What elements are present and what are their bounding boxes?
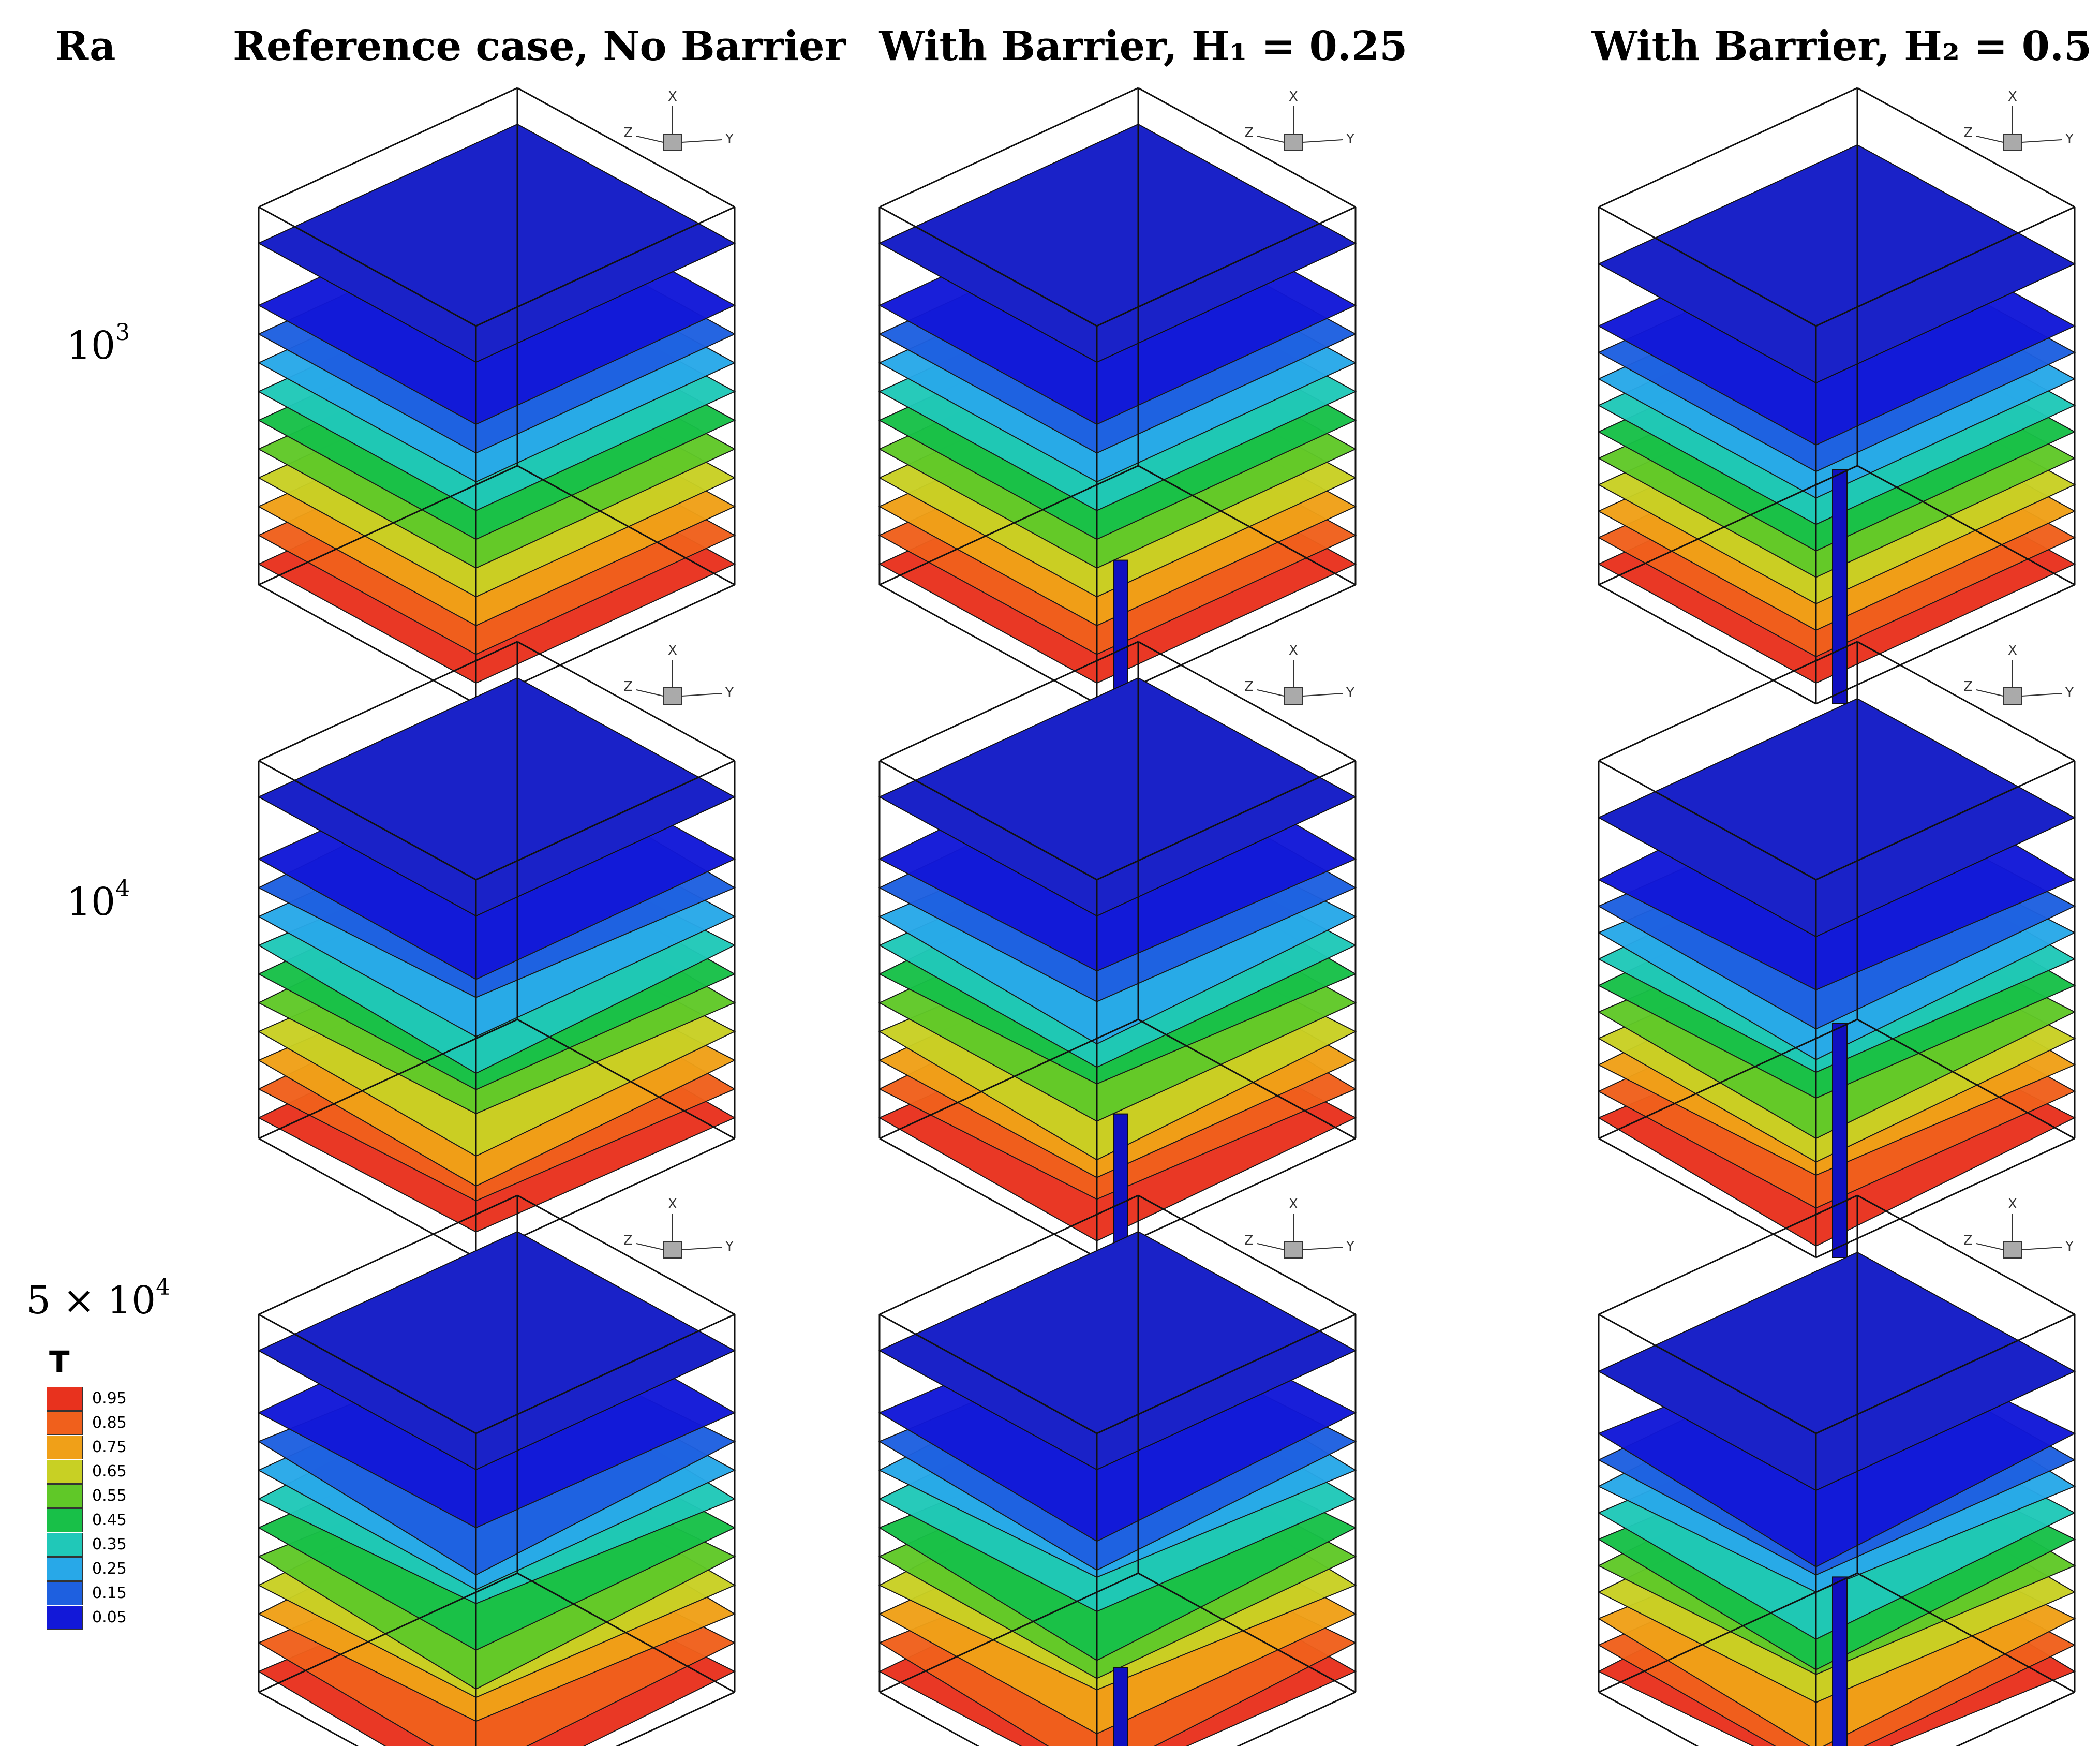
axis-label-y: Y [725,685,734,701]
barrier [1832,1023,1848,1259]
barrier [1113,1667,1128,1746]
legend-label: 0.45 [92,1511,127,1529]
axis-label-x: X [2008,1196,2017,1212]
axis-label-z: Z [1244,125,1254,141]
isosurface-panel-r3-c1: X Y Z [257,1194,766,1746]
legend-swatch [47,1581,83,1605]
legend-label: 0.55 [92,1487,127,1505]
barrier [1832,1576,1848,1746]
axis-triad: X Y Z [1244,1196,1354,1259]
barrier [1832,469,1848,705]
cube-frame [258,1194,736,1746]
axis-label-y: Y [2065,131,2074,147]
axis-label-x: X [668,89,677,105]
isosurface-panel-r2-c3: X Y Z [1597,641,2100,1259]
axis-label-y: Y [1346,1239,1354,1254]
legend-swatch [47,1460,83,1484]
legend-swatch [47,1533,83,1557]
header-no-barrier: Reference case, No Barrier [233,23,846,70]
axis-label-z: Z [1244,679,1254,694]
header-ra: Ra [55,23,116,70]
legend-label: 0.15 [92,1584,127,1602]
cube-frame [878,1194,1357,1746]
legend-swatch [47,1606,83,1630]
axis-triad: X Y Z [1963,1196,2074,1259]
axis-label-y: Y [1346,131,1354,147]
axis-label-y: Y [725,1239,734,1254]
axis-triad: X Y Z [1963,89,2074,151]
legend-label: 0.35 [92,1535,127,1553]
row-label-ra-1e3: 103 [66,319,130,368]
legend-label: 0.05 [92,1608,127,1626]
legend-label: 0.25 [92,1560,127,1578]
axis-label-z: Z [1244,1233,1254,1248]
axis-label-z: Z [623,1233,633,1248]
axis-label-z: Z [623,679,633,694]
isosurface-panel-r2-c1: X Y Z [257,641,766,1259]
axis-label-x: X [2008,643,2017,658]
isosurface-panel-r3-c3: X Y Z [1597,1194,2100,1746]
axis-label-z: Z [1963,125,1973,141]
legend-title: T [49,1344,70,1380]
legend-label: 0.75 [92,1438,127,1456]
axis-label-x: X [668,1196,677,1212]
row-label-ra-1e4: 104 [66,876,130,924]
axis-label-x: X [1289,89,1298,105]
axis-label-z: Z [1963,1233,1973,1248]
axis-triad: X Y Z [1244,89,1354,151]
axis-label-y: Y [1346,685,1354,701]
axis-triad: X Y Z [1963,643,2074,705]
axis-label-x: X [2008,89,2017,105]
legend-label: 0.65 [92,1462,127,1481]
isosurface-panel-r3-c2: X Y Z [878,1194,1387,1746]
axis-label-x: X [668,643,677,658]
legend-swatch [47,1411,83,1435]
row-label-ra-5e4: 5 × 104 [26,1274,171,1323]
legend-label: 0.95 [92,1389,127,1408]
legend-swatch [47,1436,83,1459]
isosurface-panel-r1-c2: X Y Z [878,87,1387,705]
barrier [1113,1113,1128,1258]
header-barrier-h1: With Barrier, H₁ = 0.25 [879,23,1408,70]
cube-frame [878,87,1357,705]
isosurface-panel-r2-c2: X Y Z [878,641,1387,1259]
axis-label-y: Y [2065,1239,2074,1254]
axis-label-y: Y [725,131,734,147]
axis-triad: X Y Z [623,1196,734,1259]
cube-frame [1598,1194,2076,1746]
axis-triad: X Y Z [1244,643,1354,705]
header-barrier-h2: With Barrier, H₂ = 0.5 [1591,23,2092,70]
axis-label-y: Y [2065,685,2074,701]
cube-frame [258,87,736,705]
legend-swatch [47,1557,83,1581]
axis-label-x: X [1289,1196,1298,1212]
isosurface-panel-r1-c1: X Y Z [257,87,766,705]
axis-triad: X Y Z [623,89,734,151]
cube-frame [1598,641,2076,1259]
axis-label-x: X [1289,643,1298,658]
axis-label-z: Z [623,125,633,141]
cube-frame [1598,87,2076,705]
axis-label-z: Z [1963,679,1973,694]
isosurface-panel-r1-c3: X Y Z [1597,87,2100,705]
axis-triad: X Y Z [623,643,734,705]
legend-swatch [47,1387,83,1411]
legend-label: 0.85 [92,1414,127,1432]
legend-swatch [47,1508,83,1532]
legend-swatch [47,1484,83,1508]
